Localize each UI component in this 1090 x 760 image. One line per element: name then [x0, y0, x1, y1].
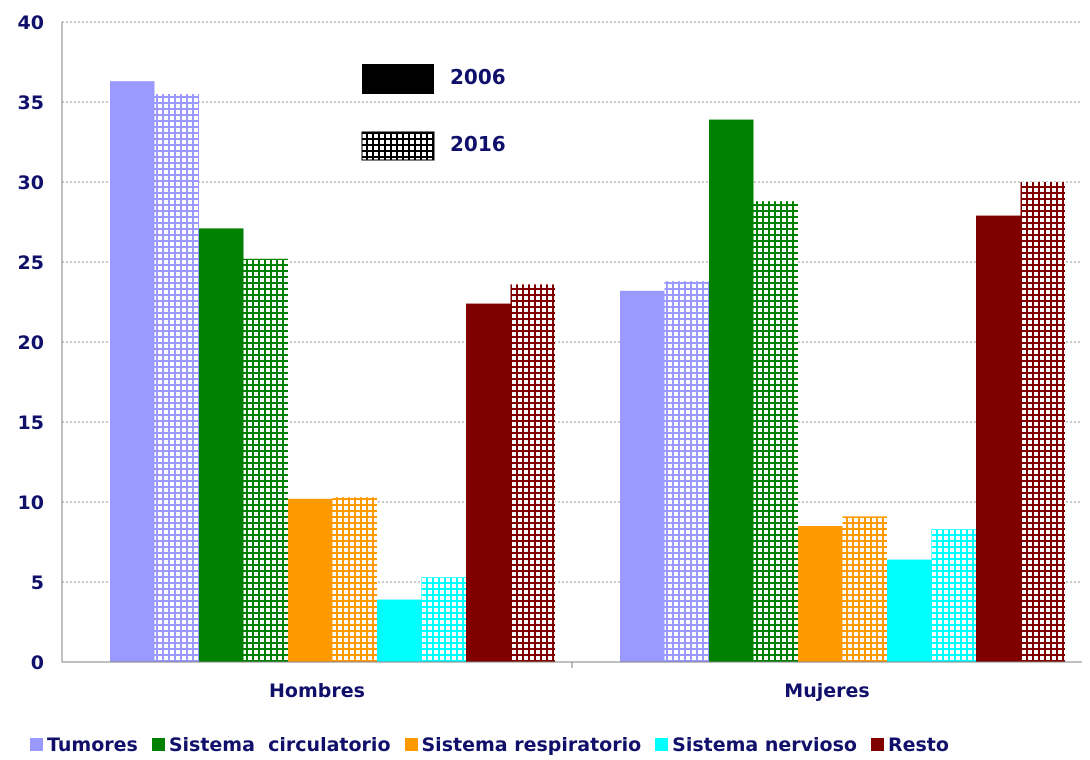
- bar-sistema-circulatorio-2016-mujeres: [753, 201, 798, 662]
- bar-sistema-respiratorio-2006-mujeres: [798, 526, 843, 662]
- chart: 0 5 10 15 20 25 30 35 40 Hombres Mujeres 2006 2016: [18, 12, 1082, 702]
- legend-swatch: [655, 738, 669, 751]
- year-2016-label: 2016: [450, 132, 506, 156]
- bars: [110, 81, 1065, 663]
- bar-resto-2006-hombres: [466, 303, 511, 662]
- bar-sistema-circulatorio-2016-hombres: [243, 258, 288, 662]
- y-tick-label: 25: [18, 252, 44, 274]
- year-2006-label: 2006: [450, 65, 506, 89]
- year-legend: 2006 2016: [361, 64, 506, 161]
- year-2016-swatch: [361, 131, 435, 161]
- bar-tumores-2016-hombres: [154, 94, 199, 662]
- legend-label: Resto: [887, 734, 949, 756]
- y-tick-label: 20: [18, 332, 44, 354]
- y-tick-label: 0: [31, 652, 44, 674]
- category-label: Mujeres: [784, 680, 869, 702]
- bar-tumores-2006-hombres: [110, 81, 155, 662]
- bar-sistema-circulatorio-2006-hombres: [199, 228, 244, 662]
- bar-resto-2016-mujeres: [1020, 182, 1065, 662]
- legend-label: Sistema nervioso: [672, 734, 857, 756]
- category-label: Hombres: [269, 680, 365, 702]
- year-2006-swatch: [362, 64, 434, 94]
- y-tick-label: 30: [18, 172, 44, 194]
- bar-sistema-respiratorio-2006-hombres: [288, 498, 333, 662]
- bar-tumores-2006-mujeres: [620, 290, 665, 662]
- legend-item: Resto: [870, 734, 949, 756]
- bar-sistema-nervioso-2016-mujeres: [931, 529, 976, 662]
- y-tick-label: 40: [18, 12, 44, 34]
- legend-label: Tumores: [47, 734, 138, 756]
- axes: 0 5 10 15 20 25 30 35 40 Hombres Mujeres: [18, 12, 1082, 702]
- y-tick-label: 35: [18, 92, 44, 114]
- bar-sistema-nervioso-2016-hombres: [421, 577, 466, 662]
- legend-label: Sistema respiratorio: [421, 734, 642, 756]
- legend-item: Sistema nervioso: [655, 734, 857, 756]
- bar-resto-2016-hombres: [510, 284, 555, 662]
- legend-swatch: [151, 738, 165, 751]
- bar-sistema-respiratorio-2016-mujeres: [842, 516, 887, 662]
- bar-resto-2006-mujeres: [976, 215, 1021, 662]
- y-tick-label: 10: [18, 492, 44, 514]
- series-legend: Tumores Sistema circulatorio Sistema respi…: [30, 734, 1090, 760]
- y-tick-label: 5: [31, 572, 44, 594]
- legend-swatch: [30, 738, 43, 751]
- legend-swatch: [404, 738, 418, 751]
- y-tick-label: 15: [18, 412, 44, 434]
- legend-label: Sistema circulatorio: [168, 734, 391, 756]
- legend-item: Tumores: [30, 734, 138, 756]
- bar-sistema-nervioso-2006-mujeres: [887, 559, 932, 662]
- bar-sistema-respiratorio-2016-hombres: [332, 497, 377, 662]
- legend-item: Sistema respiratorio: [404, 734, 642, 756]
- legend-swatch: [870, 738, 884, 751]
- bar-tumores-2016-mujeres: [664, 281, 709, 662]
- bar-sistema-nervioso-2006-hombres: [377, 599, 422, 662]
- bar-sistema-circulatorio-2006-mujeres: [709, 119, 754, 663]
- legend-item: Sistema circulatorio: [151, 734, 391, 756]
